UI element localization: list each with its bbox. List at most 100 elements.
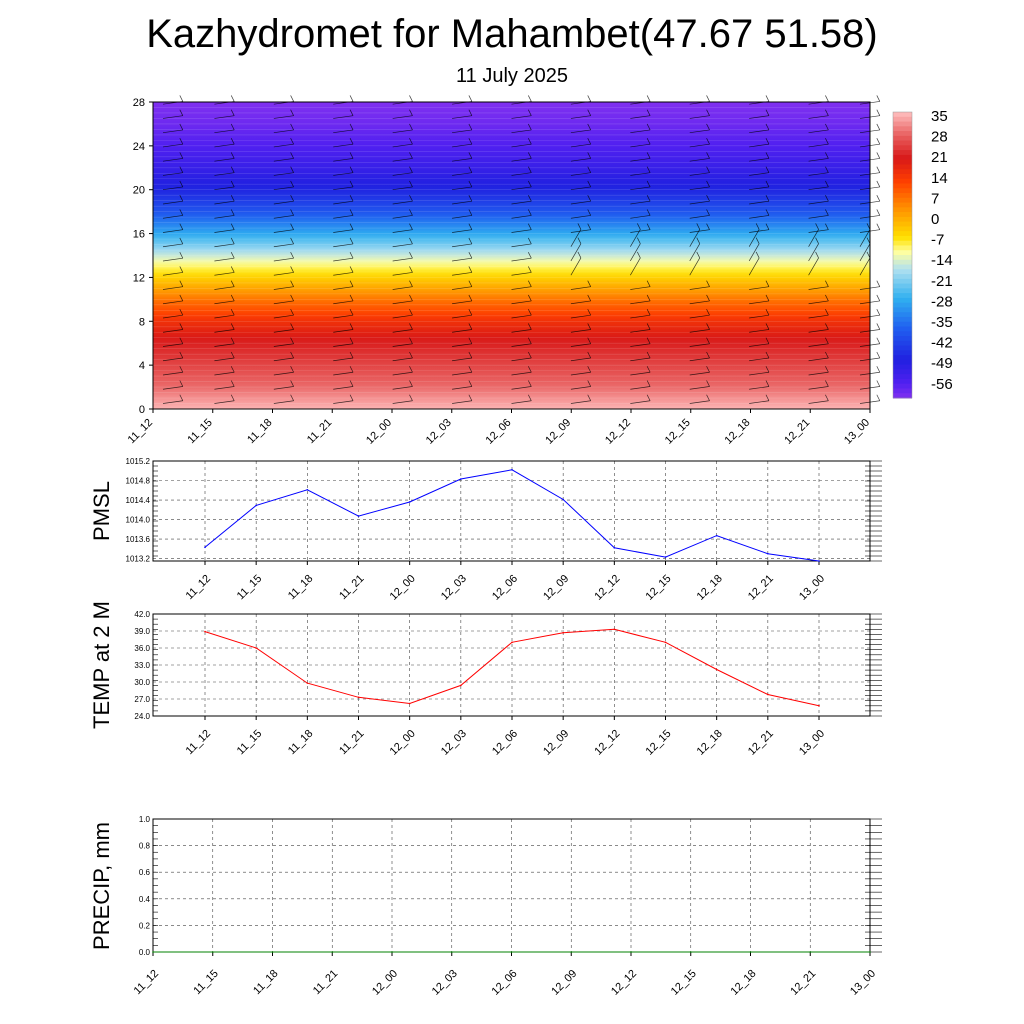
wind-barb-flag xyxy=(290,209,294,216)
pmsl-y-axis-title: PMSL xyxy=(89,481,114,541)
wind-barb xyxy=(333,115,354,119)
wind-barb-flag xyxy=(409,180,413,188)
wind-barb-flag xyxy=(290,252,294,259)
wind-barb-flag xyxy=(409,95,413,102)
wind-barb xyxy=(392,314,413,319)
colorbar-box xyxy=(893,321,912,327)
wind-barb xyxy=(749,200,770,205)
wind-barb-flag xyxy=(876,166,881,173)
wind-barb xyxy=(808,286,829,290)
wind-barb-flag xyxy=(230,180,235,188)
wind-barb xyxy=(689,357,710,362)
wind-barb xyxy=(392,371,413,376)
wind-barb xyxy=(452,115,472,119)
wind-barb-flag xyxy=(230,237,235,245)
wind-barb-flag xyxy=(409,394,413,401)
wind-barb xyxy=(333,329,354,333)
wind-barb xyxy=(511,172,532,176)
temp-2m-y-axis-title: TEMP at 2 M xyxy=(89,601,114,729)
precip-point xyxy=(809,951,812,953)
wind-barb-flag xyxy=(468,337,473,344)
wind-barb-flag xyxy=(409,138,413,145)
wind-barb xyxy=(214,257,235,262)
wind-barb-flag xyxy=(349,152,354,159)
colorbar-box xyxy=(893,274,912,280)
wind-barb-flag xyxy=(825,337,829,344)
wind-barb-flag xyxy=(230,323,235,330)
wind-barb xyxy=(689,229,710,233)
wind-barb-flag xyxy=(290,123,294,131)
wind-barb xyxy=(511,272,532,276)
wind-barb-flag xyxy=(876,95,881,102)
wind-barb xyxy=(570,371,591,376)
pmsl-x-tick-label: 12_06 xyxy=(490,573,520,603)
temp-2m-y-tick-label: 33.0 xyxy=(134,661,150,670)
temp-2m-x-tick-label: 12_12 xyxy=(592,728,622,758)
wind-barb xyxy=(630,186,651,191)
wind-barb-flag xyxy=(706,280,710,287)
heatmap-y-tick-label: 4 xyxy=(139,360,145,372)
wind-barb-flag xyxy=(179,266,184,273)
wind-barb-flag xyxy=(230,266,235,273)
wind-barb-flag xyxy=(230,366,235,373)
pmsl-point xyxy=(511,468,513,471)
wind-barb-flag xyxy=(230,152,235,159)
pmsl-x-tick-label: 12_18 xyxy=(695,573,725,603)
heatmap-y-tick-label: 12 xyxy=(133,272,145,284)
heatmap-field xyxy=(153,102,870,409)
wind-barb xyxy=(511,229,532,233)
wind-barb-flag xyxy=(825,152,829,159)
wind-barb xyxy=(749,357,770,362)
wind-barb-flag xyxy=(468,252,473,259)
wind-barb xyxy=(808,229,819,247)
wind-barb xyxy=(162,129,183,134)
wind-barb xyxy=(392,357,413,362)
wind-barb xyxy=(214,357,235,362)
precip-x-tick-label: 11_18 xyxy=(251,968,281,998)
colorbar-box xyxy=(893,150,912,156)
temp-2m-point xyxy=(511,641,513,644)
wind-barb-flag xyxy=(409,166,413,173)
wind-barb-flag xyxy=(230,109,235,116)
wind-barb xyxy=(808,129,829,134)
wind-barb xyxy=(511,200,532,205)
wind-barb-flag xyxy=(646,109,651,116)
colorbar-box xyxy=(893,178,912,184)
wind-barb-flag xyxy=(179,337,184,344)
heatmap-x-tick-label: 13_00 xyxy=(842,417,872,447)
wind-barb xyxy=(214,400,235,404)
wind-barb-flag xyxy=(290,323,294,330)
wind-barb xyxy=(214,243,235,248)
wind-barb-flag xyxy=(349,223,354,230)
wind-barb-flag xyxy=(765,166,770,173)
precip-y-tick-label: 0.0 xyxy=(139,948,151,957)
wind-barb xyxy=(273,343,294,347)
wind-barb xyxy=(273,371,294,376)
wind-barb-flag xyxy=(468,323,473,330)
wind-barb xyxy=(570,257,582,276)
pmsl-point xyxy=(664,556,667,558)
wind-barb-flag xyxy=(706,380,710,387)
wind-barb-flag xyxy=(468,123,473,131)
heatmap-x-tick-label: 12_06 xyxy=(484,417,514,447)
colorbar-box xyxy=(893,259,912,266)
wind-barb-flag xyxy=(587,95,592,102)
wind-barb-flag xyxy=(290,195,294,202)
wind-barb-flag xyxy=(765,337,770,344)
wind-barb xyxy=(214,286,235,290)
wind-barb xyxy=(273,329,294,333)
wind-barb xyxy=(162,186,183,191)
wind-barb-flag xyxy=(587,209,592,216)
temp-2m-point xyxy=(408,702,411,705)
wind-barb xyxy=(808,158,829,162)
wind-barb-flag xyxy=(349,366,354,373)
wind-barb-flag xyxy=(587,109,592,116)
colorbar-box xyxy=(893,235,912,242)
colorbar-box xyxy=(893,307,912,313)
wind-barb xyxy=(273,257,294,262)
wind-barb xyxy=(808,186,829,191)
wind-barb-flag xyxy=(230,195,235,202)
wind-barb-flag xyxy=(179,109,184,116)
colorbar-box xyxy=(893,378,912,385)
wind-barb-flag xyxy=(587,294,592,302)
